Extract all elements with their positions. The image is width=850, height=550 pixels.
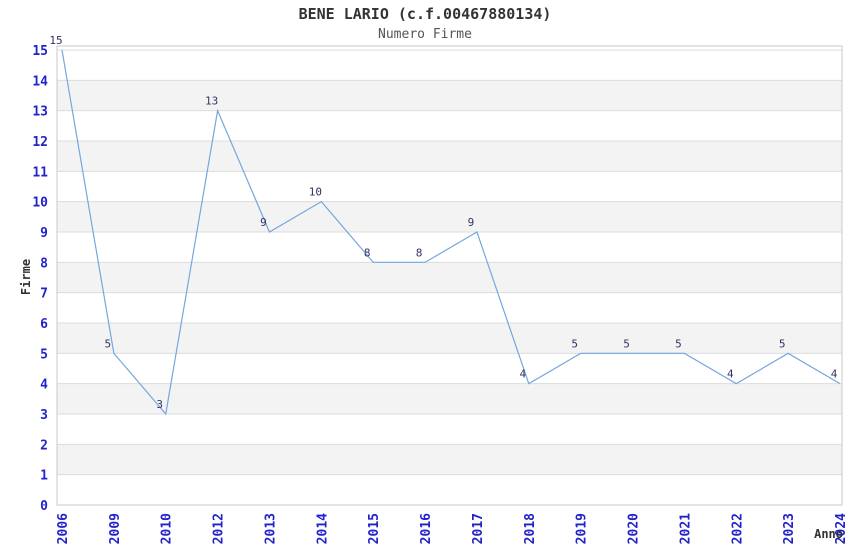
point-label: 8 — [416, 246, 423, 259]
point-label: 5 — [779, 337, 786, 350]
x-tick-label: 2009 — [108, 513, 123, 544]
plot-border — [56, 45, 843, 506]
background-band — [57, 323, 842, 354]
x-tick-label: 2012 — [212, 513, 227, 544]
x-tick-label: 2016 — [419, 513, 434, 544]
y-tick-label: 12 — [32, 135, 48, 150]
x-tick-label: 2024 — [834, 513, 849, 544]
point-label: 9 — [468, 216, 475, 229]
x-tick-label: 2010 — [160, 513, 175, 544]
series-line — [61, 49, 841, 416]
x-tick-label: 2006 — [56, 513, 71, 544]
y-tick-label: 5 — [40, 347, 48, 362]
x-tick-label: 2022 — [730, 513, 745, 544]
y-tick-label: 2 — [40, 438, 48, 453]
y-tick-label: 11 — [32, 165, 48, 180]
chart-title: BENE LARIO (c.f.00467880134) — [298, 5, 552, 23]
x-tick-label: 2021 — [678, 513, 693, 544]
point-label: 8 — [364, 246, 371, 259]
y-tick-label: 1 — [40, 469, 48, 484]
x-tick-label: 2023 — [782, 513, 797, 544]
y-tick-label: 15 — [32, 44, 48, 59]
y-tick-label: 14 — [32, 74, 48, 89]
point-label: 4 — [519, 368, 526, 381]
point-label: 4 — [727, 368, 734, 381]
x-tick-label: 2017 — [471, 513, 486, 544]
background-band — [57, 80, 842, 111]
y-tick-label: 8 — [40, 256, 48, 271]
point-label: 10 — [309, 186, 322, 199]
background-band — [57, 141, 842, 172]
point-label: 5 — [623, 337, 630, 350]
point-label: 9 — [260, 216, 267, 229]
point-label: 15 — [49, 34, 62, 47]
x-tick-label: 2018 — [523, 513, 538, 544]
x-tick-label: 2013 — [263, 513, 278, 544]
y-tick-label: 13 — [32, 105, 48, 120]
point-label: 13 — [205, 95, 218, 108]
point-label: 5 — [105, 337, 112, 350]
background-band — [57, 444, 842, 475]
y-tick-label: 3 — [40, 408, 48, 423]
point-label: 4 — [831, 368, 838, 381]
point-label: 5 — [571, 337, 578, 350]
x-tick-label: 2020 — [627, 513, 642, 544]
x-tick-label: 2014 — [315, 513, 330, 544]
x-tick-label: 2019 — [575, 513, 590, 544]
y-tick-label: 7 — [40, 287, 48, 302]
background-band — [57, 383, 842, 414]
y-tick-label: 4 — [40, 378, 48, 393]
y-axis-title: Firme — [19, 259, 33, 295]
chart-subtitle: Numero Firme — [378, 27, 472, 42]
y-tick-label: 9 — [40, 226, 48, 241]
y-tick-label: 0 — [40, 499, 48, 514]
y-tick-label: 10 — [32, 196, 48, 211]
x-axis-title: Anno — [814, 527, 843, 541]
background-band — [57, 262, 842, 293]
background-band — [57, 201, 842, 232]
y-tick-label: 6 — [40, 317, 48, 332]
point-label: 5 — [675, 337, 682, 350]
x-tick-label: 2015 — [367, 513, 382, 544]
point-label: 3 — [156, 398, 163, 411]
